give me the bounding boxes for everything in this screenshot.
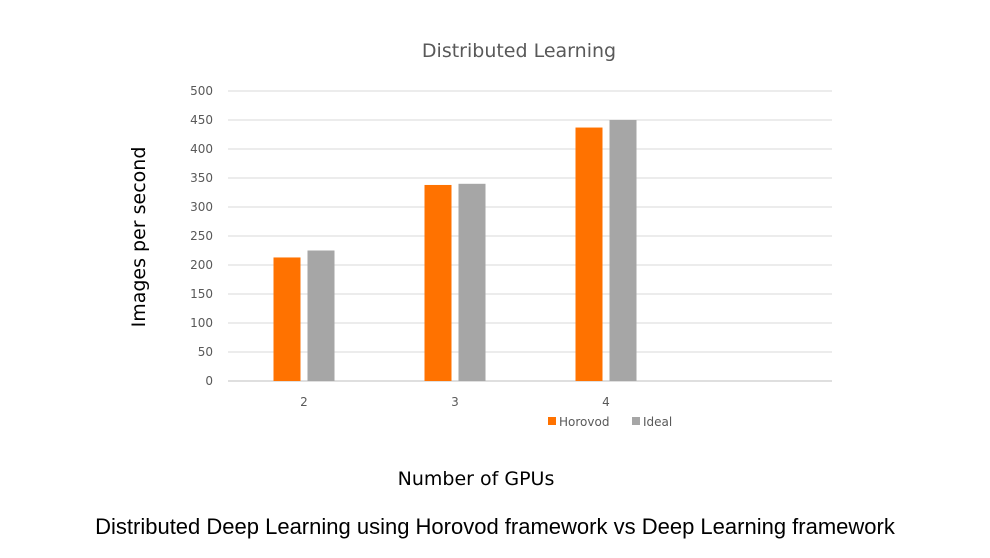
legend-swatch-ideal [632,417,640,425]
y-tick-label: 400 [190,142,213,156]
bar-horovod-2 [273,257,301,381]
x-tick-label: 3 [451,395,459,409]
legend-label-ideal: Ideal [643,415,672,429]
bar-horovod-3 [424,184,452,381]
y-tick-label: 200 [190,258,213,272]
chart-title: Distributed Learning [422,40,616,62]
x-axis-ticks: 2 3 4 [300,395,610,409]
bar-ideal-2 [307,250,335,381]
legend-label-horovod: Horovod [559,415,609,429]
y-axis-ticks: 0 50 100 150 200 250 300 350 400 450 500 [190,84,213,388]
legend-swatch-horovod [548,417,556,425]
y-tick-label: 350 [190,171,213,185]
x-tick-label: 4 [602,395,610,409]
bars [273,120,637,381]
bar-horovod-4 [575,127,603,381]
y-tick-label: 450 [190,113,213,127]
figure-caption: Distributed Deep Learning using Horovod … [95,514,895,539]
x-tick-label: 2 [300,395,308,409]
y-axis-label: Images per second [128,147,150,328]
y-tick-label: 50 [198,345,213,359]
bar-ideal-3 [458,183,486,381]
y-tick-label: 0 [205,374,213,388]
legend: Horovod Ideal [548,415,672,429]
x-axis-label: Number of GPUs [398,468,555,490]
bar-ideal-4 [609,120,637,381]
y-tick-label: 150 [190,287,213,301]
y-tick-label: 100 [190,316,213,330]
y-tick-label: 250 [190,229,213,243]
y-tick-label: 300 [190,200,213,214]
y-tick-label: 500 [190,84,213,98]
